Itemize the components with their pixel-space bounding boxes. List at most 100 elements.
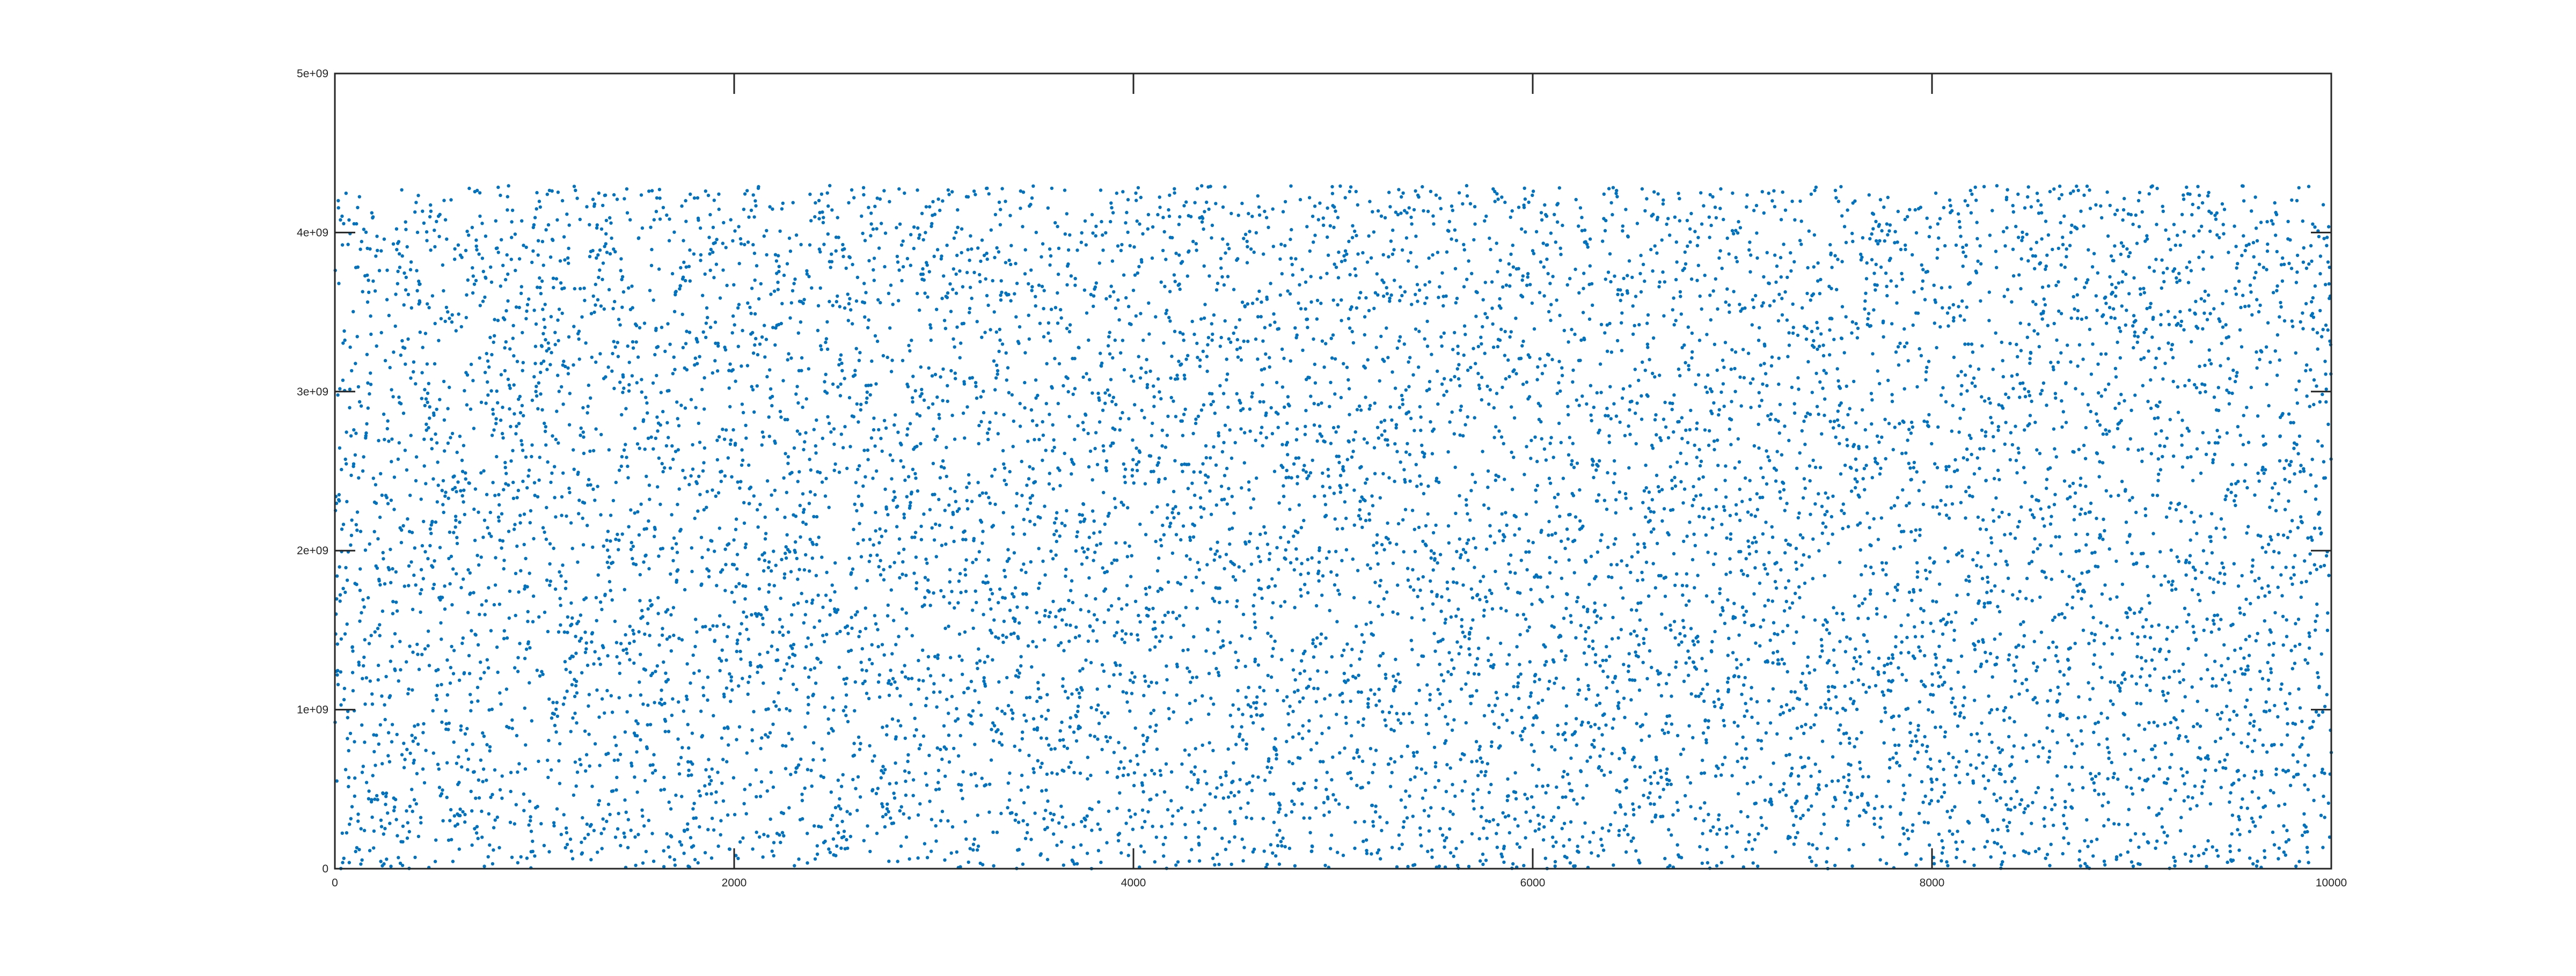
data-point: [705, 306, 709, 310]
data-point: [1287, 846, 1292, 850]
data-point: [1278, 293, 1282, 297]
data-point: [938, 476, 942, 480]
data-point: [1177, 223, 1181, 226]
data-point: [1280, 443, 1284, 446]
data-point: [364, 431, 368, 435]
data-point: [584, 641, 588, 645]
data-point: [1012, 595, 1016, 599]
data-point: [675, 400, 679, 404]
data-point: [896, 260, 900, 264]
data-point: [635, 442, 640, 446]
data-point: [1249, 247, 1253, 251]
data-point: [752, 215, 756, 219]
data-point: [905, 627, 909, 631]
data-point: [1139, 844, 1143, 848]
data-point: [1040, 255, 1043, 259]
data-point: [786, 417, 789, 422]
data-point: [417, 280, 421, 283]
data-point: [1036, 759, 1040, 763]
data-point: [785, 533, 789, 537]
data-point: [1053, 625, 1057, 629]
data-point: [1170, 551, 1175, 555]
data-point: [1117, 318, 1121, 322]
data-point: [1324, 342, 1328, 346]
data-point: [919, 538, 924, 541]
data-point: [1262, 252, 1265, 256]
data-point: [481, 780, 485, 783]
data-point: [516, 670, 520, 673]
data-point: [806, 768, 810, 772]
data-point: [1178, 287, 1182, 291]
data-point: [1190, 589, 1194, 593]
data-point: [845, 624, 850, 628]
data-point: [871, 788, 875, 792]
data-point: [813, 215, 817, 219]
data-point: [933, 493, 936, 496]
data-point: [605, 251, 609, 254]
data-point: [538, 285, 542, 290]
data-point: [1239, 427, 1243, 431]
data-point: [1164, 258, 1168, 261]
data-point: [1035, 611, 1038, 615]
data-point: [1047, 615, 1051, 619]
data-point: [524, 743, 528, 747]
data-point: [637, 236, 641, 240]
data-point: [1216, 281, 1220, 285]
data-point: [516, 770, 519, 774]
data-point: [1001, 640, 1005, 644]
data-point: [1307, 376, 1311, 379]
data-point: [536, 239, 540, 243]
data-point: [522, 414, 525, 417]
data-point: [783, 417, 787, 422]
data-point: [1010, 811, 1014, 815]
data-point: [402, 742, 406, 745]
data-point: [1186, 648, 1190, 652]
data-point: [942, 319, 947, 322]
data-point: [440, 683, 443, 687]
data-point: [714, 262, 719, 266]
data-point: [854, 481, 858, 485]
data-point: [639, 693, 643, 697]
data-point: [1176, 581, 1180, 585]
data-point: [1217, 673, 1221, 678]
data-point: [848, 834, 853, 839]
data-point: [852, 527, 855, 531]
data-point: [534, 390, 538, 393]
data-point: [744, 542, 748, 546]
data-point: [969, 773, 973, 776]
data-point: [1162, 691, 1166, 695]
data-point: [1248, 532, 1253, 535]
data-point: [668, 342, 672, 346]
data-point: [1219, 266, 1223, 270]
data-point: [1083, 219, 1087, 223]
data-point: [658, 423, 662, 427]
data-point: [750, 287, 754, 290]
data-point: [927, 590, 931, 594]
data-point: [1132, 783, 1136, 788]
data-point: [632, 661, 636, 665]
data-point: [661, 547, 665, 551]
data-point: [457, 781, 461, 784]
data-point: [599, 832, 603, 835]
data-point: [435, 698, 439, 701]
data-point: [1286, 453, 1290, 457]
data-point: [361, 765, 365, 768]
data-point: [570, 616, 574, 620]
data-point: [624, 407, 628, 410]
data-point: [813, 625, 816, 629]
data-point: [998, 740, 1001, 745]
data-point: [1300, 802, 1304, 806]
data-point: [1132, 245, 1136, 249]
data-point: [913, 535, 917, 539]
data-point: [1077, 691, 1081, 695]
data-point: [1110, 400, 1114, 403]
data-point: [514, 571, 518, 576]
data-point: [986, 581, 990, 584]
data-point: [387, 439, 391, 443]
data-point: [1278, 807, 1282, 811]
data-point: [339, 670, 342, 674]
data-point: [516, 861, 519, 865]
data-point: [1226, 747, 1230, 751]
data-point: [368, 849, 372, 853]
data-point: [649, 435, 653, 439]
